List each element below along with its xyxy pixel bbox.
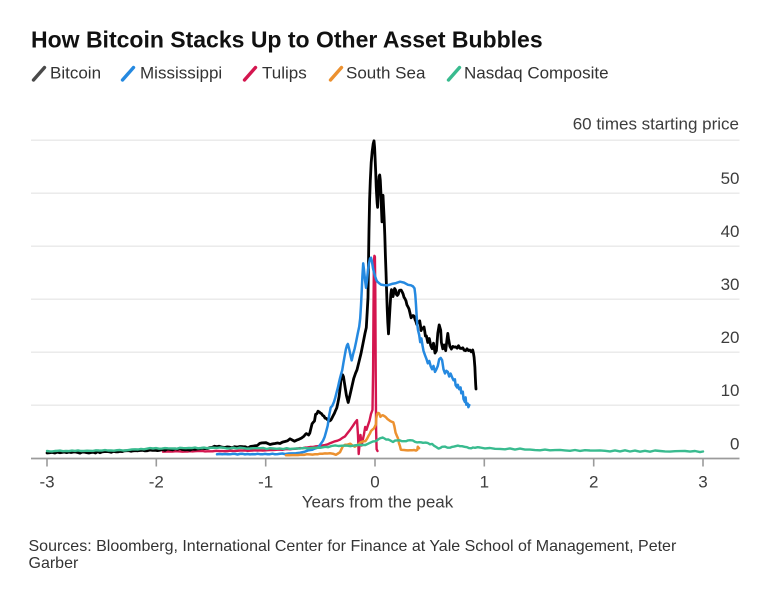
svg-text:Tulips: Tulips: [262, 64, 307, 83]
svg-text:Bitcoin: Bitcoin: [50, 64, 101, 83]
svg-text:0: 0: [370, 473, 379, 492]
svg-text:60 times starting price: 60 times starting price: [573, 115, 739, 134]
svg-text:1: 1: [480, 473, 489, 492]
svg-text:-1: -1: [258, 473, 273, 492]
svg-text:10: 10: [721, 381, 740, 400]
svg-text:30: 30: [721, 275, 740, 294]
svg-text:Mississippi: Mississippi: [140, 64, 222, 83]
svg-text:3: 3: [698, 473, 707, 492]
svg-text:2: 2: [589, 473, 598, 492]
svg-text:20: 20: [721, 328, 740, 347]
svg-text:50: 50: [721, 169, 740, 188]
svg-text:40: 40: [721, 222, 740, 241]
svg-text:Nasdaq Composite: Nasdaq Composite: [464, 64, 609, 83]
svg-text:0: 0: [730, 434, 739, 453]
svg-text:-3: -3: [39, 473, 54, 492]
svg-text:Garber: Garber: [29, 555, 79, 572]
svg-text:Years from the peak: Years from the peak: [302, 493, 454, 512]
svg-text:-2: -2: [149, 473, 164, 492]
svg-text:How Bitcoin Stacks Up to Other: How Bitcoin Stacks Up to Other Asset Bub…: [31, 27, 543, 53]
svg-text:Sources: Bloomberg, Internatio: Sources: Bloomberg, International Center…: [29, 538, 677, 555]
svg-text:South Sea: South Sea: [346, 64, 426, 83]
